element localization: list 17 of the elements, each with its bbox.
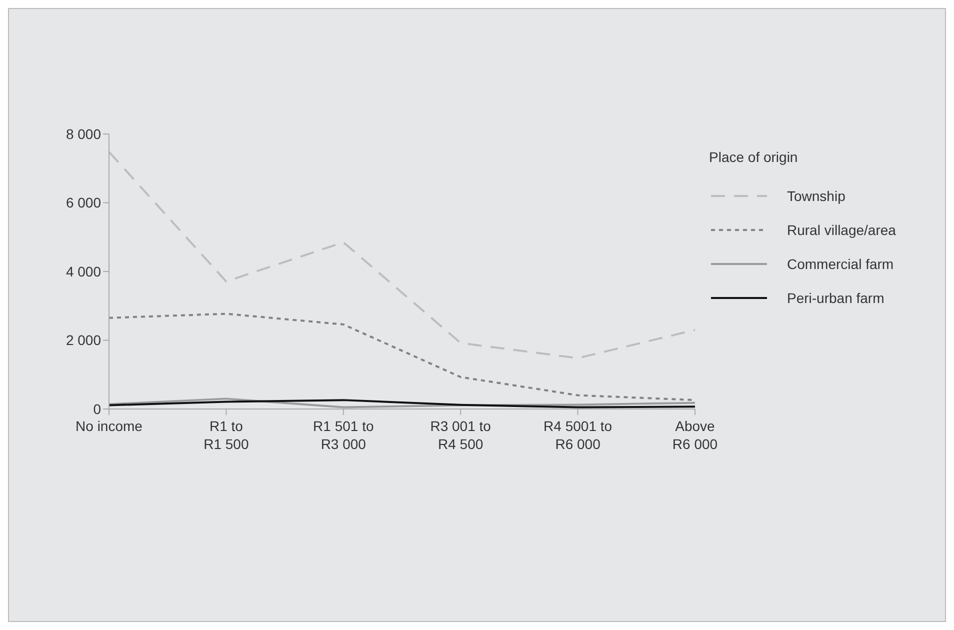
legend-label: Township <box>787 188 846 204</box>
x-tick-label: R4 5001 to R6 000 <box>544 418 612 452</box>
legend-title: Place of origin <box>709 149 799 165</box>
x-tick-label: R3 001 to R4 500 <box>430 418 492 452</box>
x-tick-label: R1 501 to R3 000 <box>313 418 374 452</box>
legend-label: Commercial farm <box>787 256 894 272</box>
y-tick-label: 2 000 <box>66 332 102 348</box>
y-tick-label: 0 <box>93 400 102 417</box>
y-tick-label: 4 000 <box>66 263 102 280</box>
y-tick-label: 8 000 <box>66 126 102 142</box>
x-tick-label: R1 to R1 500 <box>204 418 249 452</box>
x-tick-label: No income <box>76 418 143 434</box>
y-tick-label: 6 000 <box>66 194 102 211</box>
legend-label: Rural village/area <box>787 222 896 238</box>
line-series <box>108 150 696 360</box>
x-tick-label: Above R6 000 <box>672 418 718 452</box>
legend-label: Peri-urban farm <box>787 290 884 306</box>
